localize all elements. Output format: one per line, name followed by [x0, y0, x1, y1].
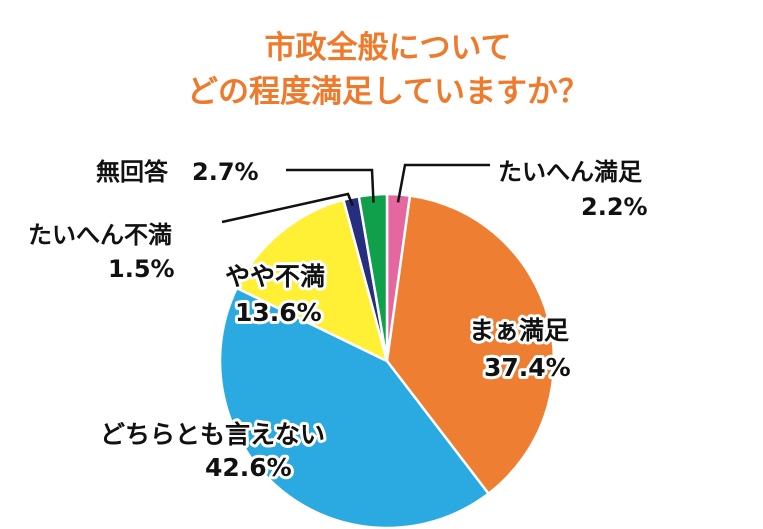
chart-title: 市政全般について [264, 30, 511, 66]
leader-lines [221, 163, 490, 224]
slice-value-somewhat-dissatisfied: 13.6% [235, 298, 322, 327]
slice-label-somewhat-dissatisfied: やや不満 [225, 262, 325, 291]
slice-value-no-answer: 2.7% [192, 158, 259, 186]
slice-value-very-satisfied: 2.2% [581, 193, 648, 221]
slice-label-very-satisfied: たいへん満足 [498, 158, 642, 186]
leader-very-dissatisfied [221, 192, 354, 224]
pie-slices [218, 192, 556, 529]
slice-value-somewhat-satisfied: 37.4% [484, 353, 571, 382]
slice-value-neutral: 42.6% [205, 453, 292, 482]
slice-somewhat-dissatisfied [235, 198, 389, 364]
slice-neutral [218, 286, 491, 529]
slice-somewhat-satisfied [385, 194, 556, 496]
leader-no-answer [286, 168, 375, 203]
slice-label-very-dissatisfied: たいへん不満 [28, 221, 172, 249]
chart-subtitle: どの程度満足していますか？ [187, 74, 589, 110]
slice-label-somewhat-satisfied: まぁ満足 [469, 316, 569, 345]
slice-label-no-answer: 無回答 [96, 158, 169, 186]
leader-very-satisfied [396, 163, 490, 203]
slice-value-very-dissatisfied: 1.5% [108, 255, 175, 283]
slice-label-neutral: どちらとも言えない [100, 420, 325, 449]
